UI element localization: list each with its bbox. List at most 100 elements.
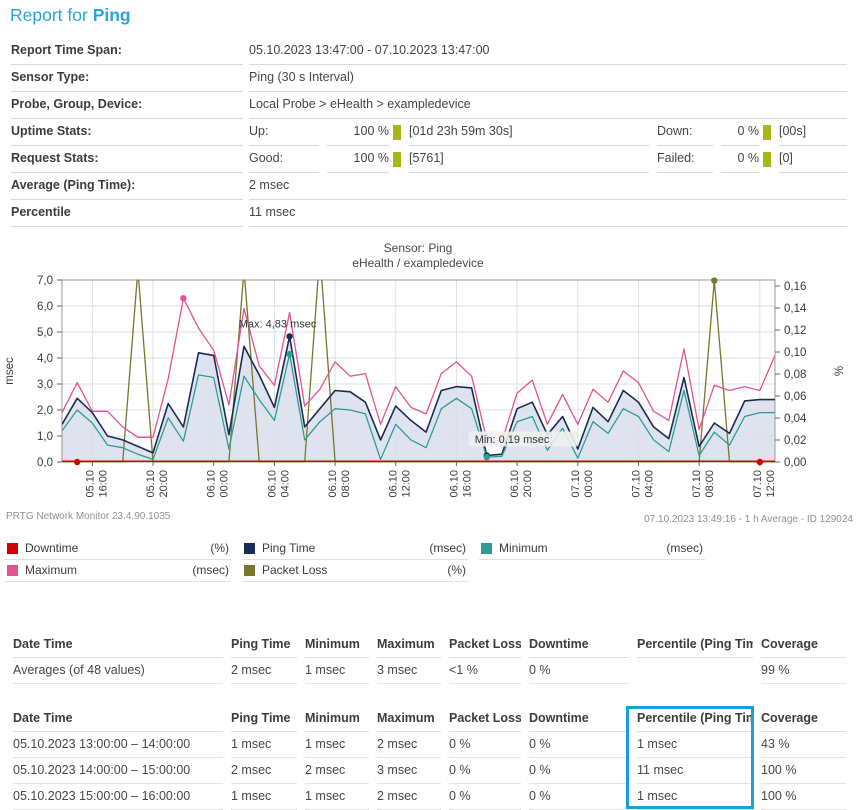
legend-swatch <box>481 542 492 554</box>
x-tick-time: 04:00 <box>279 470 291 498</box>
downtime-marker <box>73 458 81 466</box>
request-good-percent: 100 % <box>327 146 389 173</box>
column-header: Date Time <box>13 706 223 732</box>
sensor-chart-block: Sensor: Ping eHealth / exampledevice 0,0… <box>0 241 859 525</box>
table-cell: 0 % <box>449 784 521 810</box>
left-tick-label: 7,0 <box>37 275 53 287</box>
x-tick-date: 05.10 <box>84 470 96 498</box>
x-tick-date: 06.10 <box>206 470 218 498</box>
request-failed-count: [0] <box>779 146 847 173</box>
info-row-sensortype: Sensor Type: Ping (30 s Interval) <box>11 65 847 92</box>
chart-title: Sensor: Ping <box>383 241 453 255</box>
packet-loss-line <box>62 279 775 463</box>
x-tick-date: 07.10 <box>630 470 642 498</box>
sensortype-value: Ping (30 s Interval) <box>249 65 847 92</box>
left-tick-label: 4,0 <box>37 353 53 365</box>
left-tick-label: 2,0 <box>37 405 53 417</box>
left-axis-unit: msec <box>4 357 16 385</box>
table-cell: 0 % <box>529 784 629 810</box>
info-row-timespan: Report Time Span: 05.10.2023 13:47:00 - … <box>11 38 847 65</box>
column-header: Minimum <box>305 706 369 732</box>
table-cell: 0 % <box>449 732 521 758</box>
request-good-label: Good: <box>249 146 319 173</box>
maximum-line <box>62 297 775 442</box>
packet-loss-marker <box>711 277 718 284</box>
percentile-label: Percentile <box>11 200 243 227</box>
table-cell: 2 msec <box>377 784 441 810</box>
uptime-down-label: Down: <box>657 119 713 146</box>
table-cell: 0 % <box>449 758 521 784</box>
request-label: Request Stats: <box>11 146 243 173</box>
ping-time-chart: 0,0 1,0 2,0 3,0 4,0 5,0 6,0 7,0 0,00 0,02 0,04 0,06… <box>4 275 853 525</box>
table-cell: 1 msec <box>305 732 369 758</box>
uptime-down-bar <box>763 125 771 140</box>
legend-label: Minimum <box>499 541 548 555</box>
left-tick-label: 5,0 <box>37 327 53 339</box>
column-header: Ping Time <box>231 632 297 658</box>
table-cell: 2 msec <box>377 732 441 758</box>
summary-table-section: Date Time Ping Time Minimum Maximum Packet L… <box>0 632 859 684</box>
left-tick-label: 1,0 <box>37 431 53 443</box>
table-row: 05.10.2023 14:00:00 – 15:00:00 2 msec 2 ms… <box>13 758 846 784</box>
left-tick-label: 0,0 <box>37 457 53 469</box>
device-value: Local Probe > eHealth > exampledevice <box>249 92 847 119</box>
table-cell: 1 msec <box>305 784 369 810</box>
x-tick-time: 20:00 <box>522 470 534 498</box>
legend-label: Downtime <box>25 541 79 555</box>
table-row: 05.10.2023 15:00:00 – 16:00:00 1 msec 1 ms… <box>13 784 846 810</box>
legend-item-ping-time: Ping Time (msec) <box>242 539 468 560</box>
table-cell: 100 % <box>761 784 846 810</box>
x-tick-date: 05.10 <box>145 470 157 498</box>
column-header: Coverage <box>761 706 846 732</box>
minimum-marker <box>286 350 293 358</box>
info-row-device: Probe, Group, Device: Local Probe > eHea… <box>11 92 847 119</box>
timespan-value: 05.10.2023 13:47:00 - 07.10.2023 13:47:0… <box>249 38 847 65</box>
detail-table: Date Time Ping Time Minimum Maximum Packet L… <box>5 706 854 810</box>
request-failed-bar <box>763 152 771 167</box>
left-tick-label: 3,0 <box>37 379 53 391</box>
minimum-line <box>62 353 775 461</box>
legend-swatch <box>7 564 18 576</box>
right-axis-unit: % <box>834 366 846 376</box>
table-cell: 2 msec <box>231 758 297 784</box>
header-row: Date Time Ping Time Minimum Maximum Packet L… <box>13 706 846 732</box>
chart-footer-meta: 07.10.2023 13:49:16 - 1 h Average - ID 1… <box>644 514 853 525</box>
x-tick-date: 06.10 <box>509 470 521 498</box>
column-header: Percentile (Ping Time) <box>637 706 753 732</box>
series-group <box>62 279 775 463</box>
legend-item-minimum: Minimum (msec) <box>479 539 705 560</box>
x-tick-time: 16:00 <box>97 470 109 498</box>
right-tick-label: 0,02 <box>784 435 806 447</box>
right-tick-label: 0,08 <box>784 369 806 381</box>
table-cell: 1 msec <box>637 784 753 810</box>
right-tick-label: 0,04 <box>784 413 807 425</box>
maximum-marker <box>180 295 187 302</box>
legend-swatch <box>7 542 18 554</box>
right-tick-label: 0,14 <box>784 303 807 315</box>
table-cell: 0 % <box>529 658 629 684</box>
column-header: Maximum <box>377 632 441 658</box>
legend-label: Maximum <box>25 563 78 577</box>
x-tick-time: 08:00 <box>704 470 716 498</box>
minimum-marker <box>483 453 490 461</box>
x-tick-time: 08:00 <box>340 470 352 498</box>
legend-item-maximum: Maximum (msec) <box>5 561 231 582</box>
table-cell: 05.10.2023 13:00:00 – 14:00:00 <box>13 732 223 758</box>
percentile-value: 11 msec <box>249 200 847 227</box>
uptime-up-percent: 100 % <box>327 119 389 146</box>
min-annotation-box <box>468 431 577 447</box>
table-cell: 100 % <box>761 758 846 784</box>
info-row-average: Average (Ping Time): 2 msec <box>11 173 847 200</box>
average-label: Average (Ping Time): <box>11 173 243 200</box>
chart-legend: Downtime (%) Ping Time (msec) Minimum (msec) M… <box>5 539 707 582</box>
column-header: Downtime <box>529 706 629 732</box>
column-header: Packet Loss <box>449 706 521 732</box>
table-cell: Averages (of 48 values) <box>13 658 223 684</box>
table-cell: 3 msec <box>377 758 441 784</box>
table-row: Averages (of 48 values) 2 msec 1 msec 3 mse… <box>13 658 846 684</box>
uptime-down-duration: [00s] <box>779 119 847 146</box>
ping-time-line <box>62 335 775 457</box>
column-header: Ping Time <box>231 706 297 732</box>
uptime-up-duration: [01d 23h 59m 30s] <box>409 119 649 146</box>
